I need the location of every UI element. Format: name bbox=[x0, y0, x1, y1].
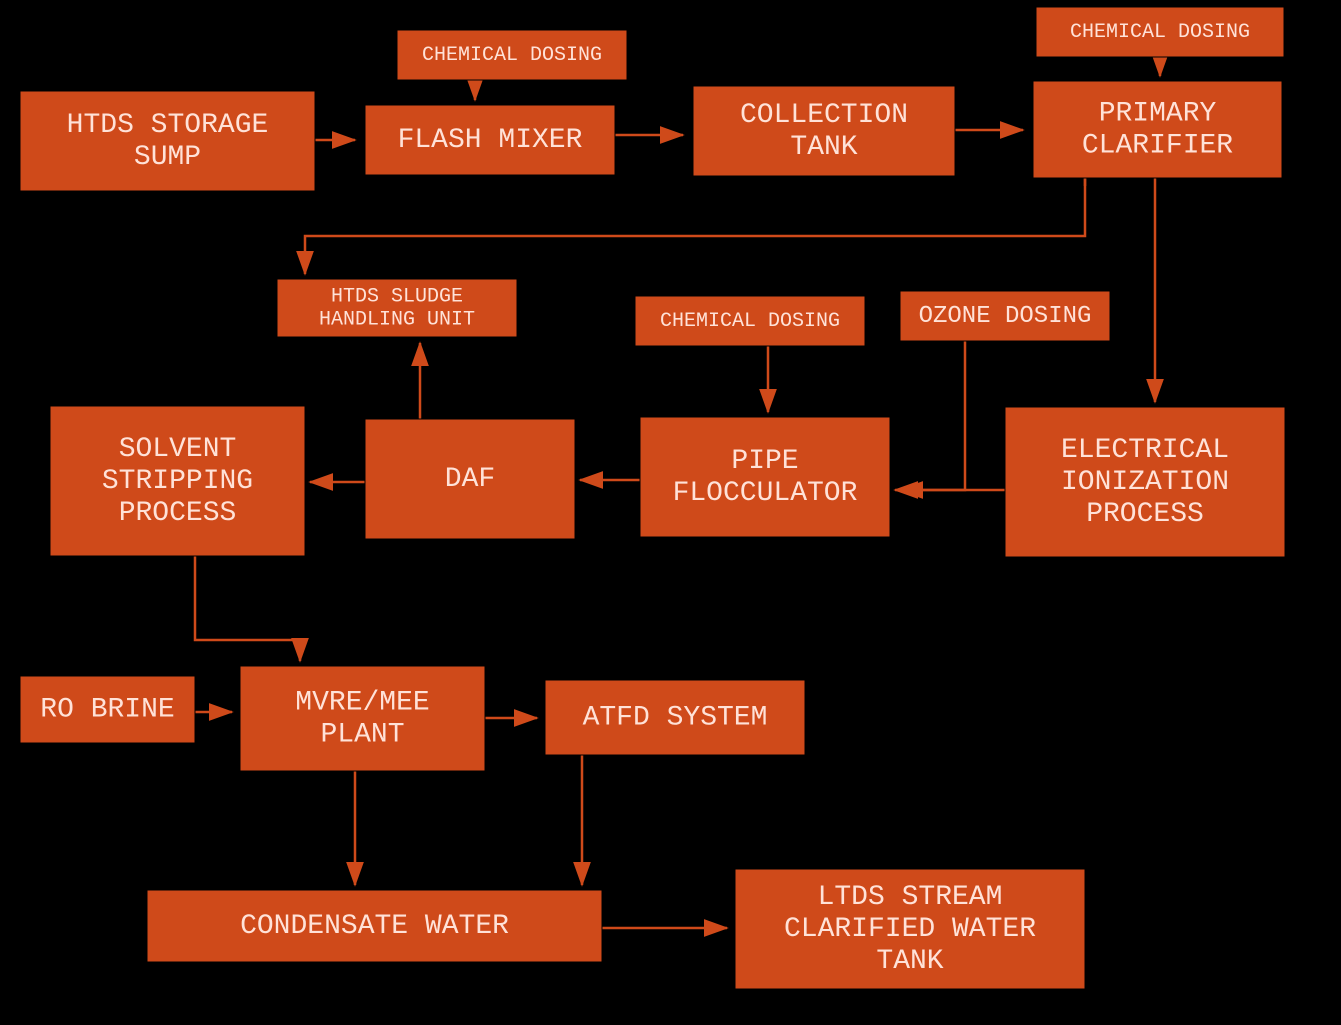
edge-solvent-mvre bbox=[195, 556, 300, 661]
node-ro_brine: RO BRINE bbox=[20, 676, 195, 743]
node-label-ozone: OZONE DOSING bbox=[919, 303, 1092, 330]
node-label-sludge_unit: HTDS SLUDGEHANDLING UNIT bbox=[319, 286, 475, 332]
node-label-chem2: CHEMICAL DOSING bbox=[1070, 21, 1250, 44]
node-primary_clar: PRIMARYCLARIFIER bbox=[1033, 81, 1282, 178]
node-collection: COLLECTIONTANK bbox=[693, 86, 955, 176]
node-ltds: LTDS STREAMCLARIFIED WATERTANK bbox=[735, 869, 1085, 989]
node-label-primary_clar: PRIMARYCLARIFIER bbox=[1082, 99, 1233, 162]
node-condensate: CONDENSATE WATER bbox=[147, 890, 602, 962]
node-flash_mixer: FLASH MIXER bbox=[365, 105, 615, 175]
node-label-elec_ion: ELECTRICALIONIZATIONPROCESS bbox=[1061, 435, 1229, 530]
node-ozone: OZONE DOSING bbox=[900, 291, 1110, 341]
node-sludge_unit: HTDS SLUDGEHANDLING UNIT bbox=[277, 279, 517, 337]
node-elec_ion: ELECTRICALIONIZATIONPROCESS bbox=[1005, 407, 1285, 557]
node-label-daf: DAF bbox=[445, 464, 495, 495]
node-htds_storage: HTDS STORAGESUMP bbox=[20, 91, 315, 191]
node-label-flash_mixer: FLASH MIXER bbox=[398, 125, 583, 156]
edge-ozone-pipe_floc_in bbox=[895, 341, 965, 490]
node-atfd: ATFD SYSTEM bbox=[545, 680, 805, 755]
node-label-solvent: SOLVENTSTRIPPINGPROCESS bbox=[102, 434, 253, 529]
node-chem1: CHEMICAL DOSING bbox=[397, 30, 627, 80]
node-daf: DAF bbox=[365, 419, 575, 539]
node-label-chem1: CHEMICAL DOSING bbox=[422, 44, 602, 67]
node-chem2: CHEMICAL DOSING bbox=[1036, 7, 1284, 57]
node-solvent: SOLVENTSTRIPPINGPROCESS bbox=[50, 406, 305, 556]
node-label-atfd: ATFD SYSTEM bbox=[583, 703, 768, 734]
node-mvre: MVRE/MEEPLANT bbox=[240, 666, 485, 771]
edge-primary_clar-sludge_unit bbox=[305, 178, 1085, 274]
node-label-chem3: CHEMICAL DOSING bbox=[660, 310, 840, 333]
node-pipe_floc: PIPEFLOCCULATOR bbox=[640, 417, 890, 537]
node-chem3: CHEMICAL DOSING bbox=[635, 296, 865, 346]
node-label-condensate: CONDENSATE WATER bbox=[240, 911, 509, 942]
node-label-ro_brine: RO BRINE bbox=[40, 695, 174, 726]
flowchart-diagram: CHEMICAL DOSING CHEMICAL DOSING HTDS STORA… bbox=[0, 0, 1341, 1025]
